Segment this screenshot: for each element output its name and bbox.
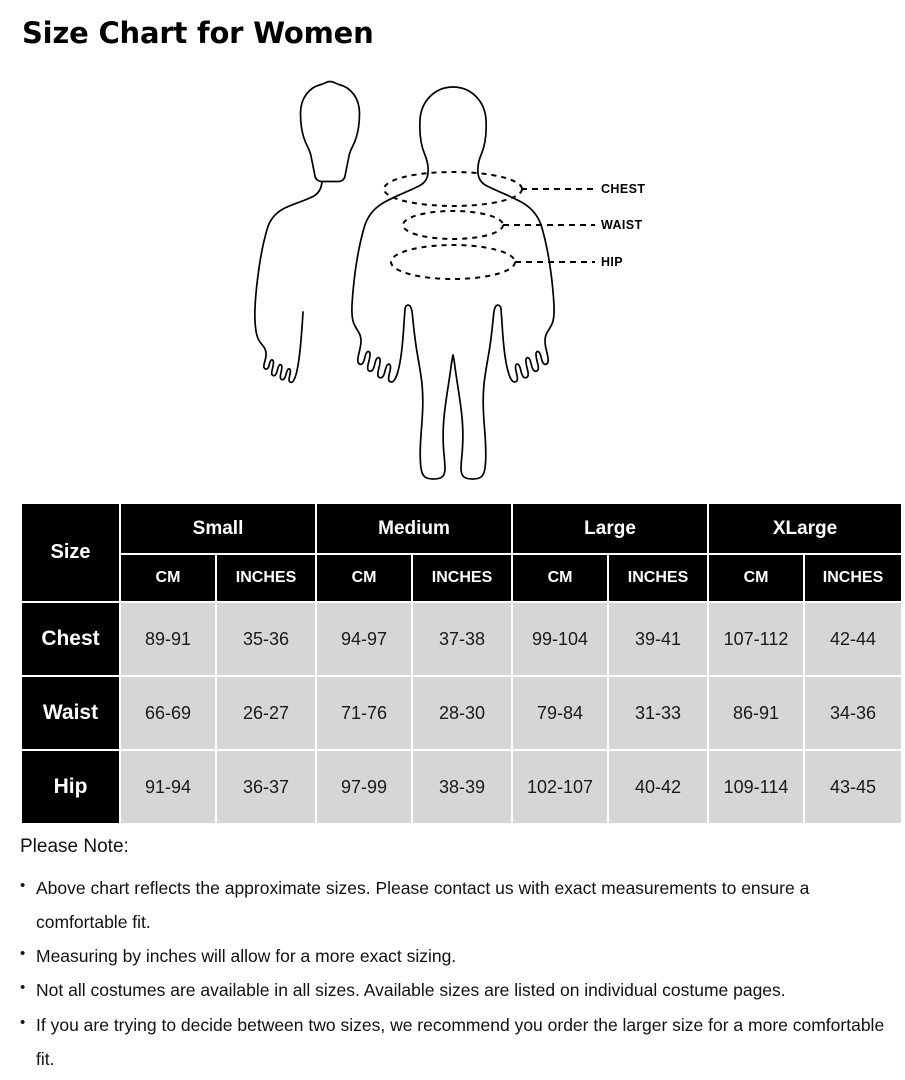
unit-medium-cm: CM bbox=[317, 555, 412, 601]
cell-chest-medium-inches: 37-38 bbox=[413, 603, 512, 675]
body-outline bbox=[253, 80, 360, 384]
note-item: • Measuring by inches will allow for a m… bbox=[20, 939, 890, 973]
size-chart-illustration: CHEST WAIST HIP bbox=[0, 76, 905, 491]
size-chart-table: Size Small Medium Large XLarge CM INCHES… bbox=[20, 502, 904, 825]
row-label-waist: Waist bbox=[22, 677, 119, 749]
cell-waist-large-inches: 31-33 bbox=[609, 677, 708, 749]
waist-label: WAIST bbox=[601, 218, 643, 232]
bullet-icon: • bbox=[20, 877, 26, 894]
header-row-groups: Size Small Medium Large XLarge bbox=[22, 504, 902, 601]
unit-small-inches: INCHES bbox=[217, 555, 316, 601]
cell-chest-small-inches: 35-36 bbox=[217, 603, 316, 675]
size-group-xlarge: XLarge bbox=[709, 504, 902, 553]
cell-hip-xlarge-inches: 43-45 bbox=[805, 751, 902, 823]
note-text: Above chart reflects the approximate siz… bbox=[36, 878, 810, 933]
size-group-small: Small bbox=[121, 504, 316, 553]
header-row-units: CM INCHES CM INCHES CM INCHES CM INCHES bbox=[22, 555, 902, 601]
unit-medium-inches: INCHES bbox=[413, 555, 512, 601]
cell-waist-medium-cm: 71-76 bbox=[317, 677, 412, 749]
please-note-section: Please Note: • Above chart reflects the … bbox=[20, 836, 890, 1076]
cell-waist-xlarge-inches: 34-36 bbox=[805, 677, 902, 749]
table-row: Chest 89-91 35-36 94-97 37-38 99-104 39-… bbox=[22, 603, 902, 675]
row-label-hip: Hip bbox=[22, 751, 119, 823]
size-group-large: Large bbox=[513, 504, 708, 553]
note-text: Not all costumes are available in all si… bbox=[36, 980, 786, 1001]
cell-chest-small-cm: 89-91 bbox=[121, 603, 215, 675]
bullet-icon: • bbox=[20, 1013, 26, 1031]
cell-waist-small-cm: 66-69 bbox=[121, 677, 215, 749]
table-header: Size Small Medium Large XLarge CM INCHES… bbox=[22, 504, 902, 601]
cell-chest-medium-cm: 94-97 bbox=[317, 603, 412, 675]
unit-xlarge-cm: CM bbox=[709, 555, 804, 601]
table-body: Chest 89-91 35-36 94-97 37-38 99-104 39-… bbox=[22, 603, 902, 823]
table-corner-size-label: Size bbox=[22, 504, 119, 601]
hip-label: HIP bbox=[601, 255, 623, 269]
table-row: Waist 66-69 26-27 71-76 28-30 79-84 31-3… bbox=[22, 677, 902, 749]
table-row: Hip 91-94 36-37 97-99 38-39 102-107 40-4… bbox=[22, 751, 902, 823]
cell-hip-xlarge-cm: 109-114 bbox=[709, 751, 804, 823]
note-text: Measuring by inches will allow for a mor… bbox=[36, 946, 457, 967]
bullet-icon: • bbox=[20, 979, 26, 997]
note-text: If you are trying to decide between two … bbox=[36, 1014, 885, 1069]
note-item: • Not all costumes are available in all … bbox=[20, 973, 890, 1007]
cell-hip-large-cm: 102-107 bbox=[513, 751, 608, 823]
cell-waist-medium-inches: 28-30 bbox=[413, 677, 512, 749]
cell-hip-small-cm: 91-94 bbox=[121, 751, 215, 823]
note-item: • If you are trying to decide between tw… bbox=[20, 1008, 890, 1076]
cell-waist-large-cm: 79-84 bbox=[513, 677, 608, 749]
cell-hip-medium-inches: 38-39 bbox=[413, 751, 512, 823]
notes-heading: Please Note: bbox=[20, 836, 129, 857]
cell-chest-large-inches: 39-41 bbox=[609, 603, 708, 675]
female-body-silhouette-svg: CHEST WAIST HIP bbox=[253, 80, 645, 480]
leader-lines bbox=[502, 188, 595, 263]
chest-label: CHEST bbox=[601, 182, 645, 196]
page-title: Size Chart for Women bbox=[22, 16, 374, 50]
unit-large-cm: CM bbox=[513, 555, 608, 601]
note-item: • Above chart reflects the approximate s… bbox=[20, 871, 890, 939]
unit-large-inches: INCHES bbox=[609, 555, 708, 601]
size-group-medium: Medium bbox=[317, 504, 512, 553]
cell-waist-small-inches: 26-27 bbox=[217, 677, 316, 749]
cell-hip-small-inches: 36-37 bbox=[217, 751, 316, 823]
bullet-icon: • bbox=[20, 945, 26, 963]
cell-hip-large-inches: 40-42 bbox=[609, 751, 708, 823]
cell-waist-xlarge-cm: 86-91 bbox=[709, 677, 804, 749]
row-label-chest: Chest bbox=[22, 603, 119, 675]
unit-xlarge-inches: INCHES bbox=[805, 555, 902, 601]
cell-chest-large-cm: 99-104 bbox=[513, 603, 608, 675]
cell-hip-medium-cm: 97-99 bbox=[317, 751, 412, 823]
body-silhouette-shape bbox=[350, 86, 555, 480]
unit-small-cm: CM bbox=[121, 555, 215, 601]
cell-chest-xlarge-inches: 42-44 bbox=[805, 603, 902, 675]
cell-chest-xlarge-cm: 107-112 bbox=[709, 603, 804, 675]
